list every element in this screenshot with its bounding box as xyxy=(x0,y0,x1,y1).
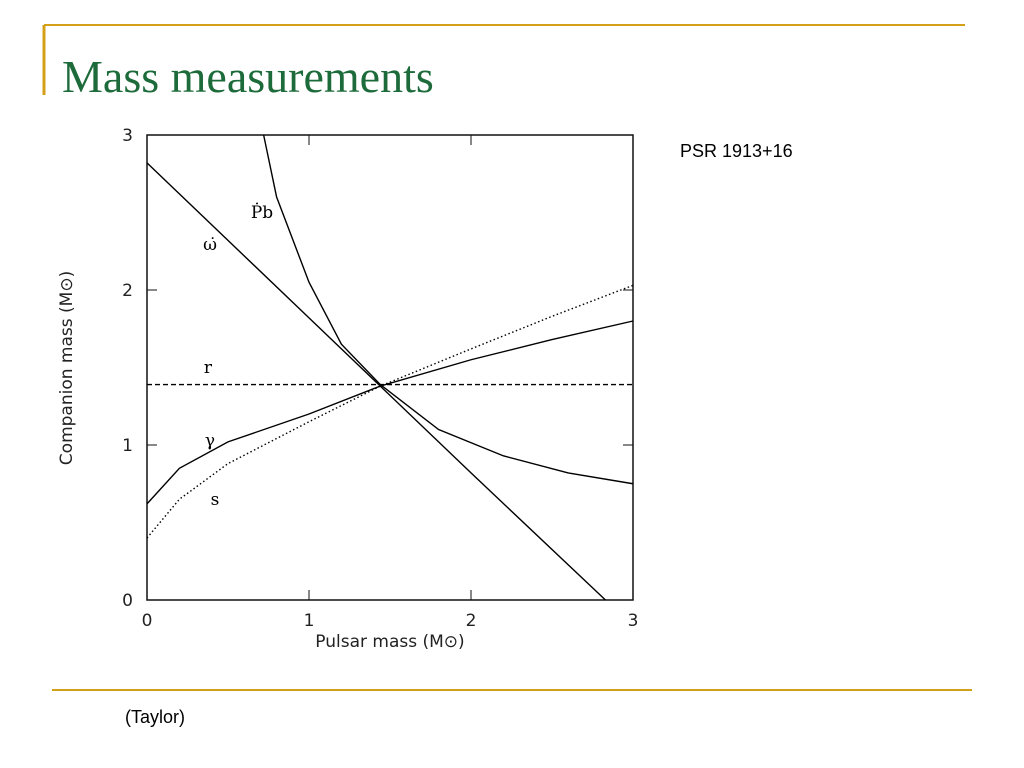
note: PSR 1913+16 xyxy=(680,141,793,161)
source: (Taylor) xyxy=(125,707,185,727)
series-label: γ xyxy=(205,431,215,451)
series-label: ω̇ xyxy=(203,235,217,255)
series-label: s xyxy=(211,490,220,510)
series-line xyxy=(146,162,606,601)
y-axis-label: Companion mass (M⊙) xyxy=(57,271,77,465)
series-label: r xyxy=(204,358,213,378)
x-axis-label: Pulsar mass (M⊙) xyxy=(315,632,464,652)
y-tick-label: 1 xyxy=(122,436,133,456)
x-tick-label: 3 xyxy=(628,611,639,631)
series-line xyxy=(146,320,634,505)
y-tick-label: 3 xyxy=(122,126,133,146)
y-tick-label: 0 xyxy=(122,591,133,611)
x-tick-label: 0 xyxy=(142,611,153,631)
series-line xyxy=(262,134,634,485)
slide-title: Mass measurements xyxy=(62,51,434,102)
plot-frame xyxy=(146,134,634,601)
x-tick-label: 1 xyxy=(304,611,315,631)
x-tick-label: 2 xyxy=(466,611,477,631)
y-tick-label: 2 xyxy=(122,281,133,301)
series-label: Ṗb xyxy=(251,202,273,223)
series-line xyxy=(146,284,634,539)
